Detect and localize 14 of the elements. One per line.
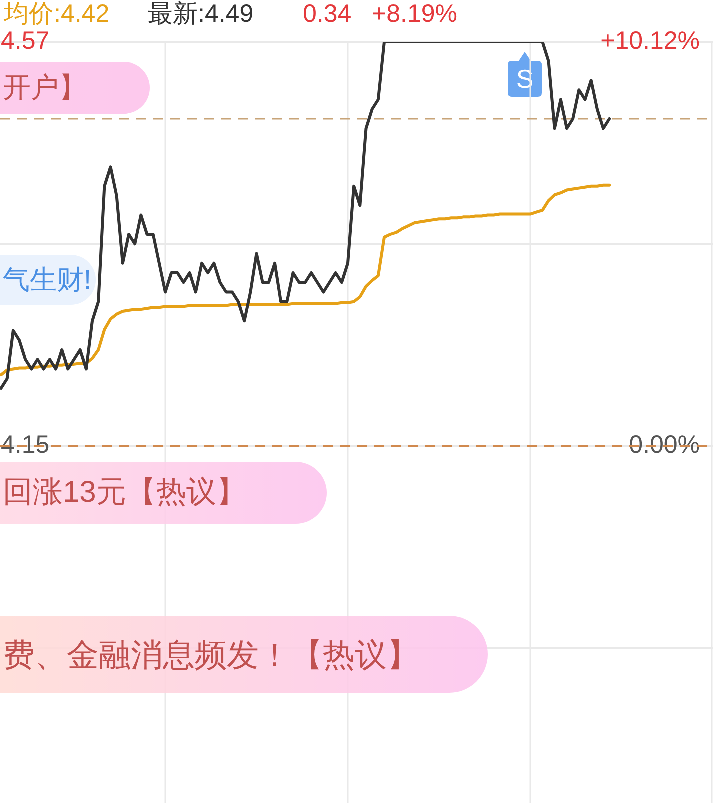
comment-bubble: 费、金融消息频发！【热议】 [0,616,488,693]
comment-bubble: 回涨13元【热议】 [0,462,327,524]
text: +8.19% [372,0,458,28]
annotation: 回涨13元【热议】 [3,476,246,509]
y2-tick-label: +10.12% [600,26,700,55]
y-tick-label: 4.57 [1,26,50,55]
comment-bubble: 开户】 [0,62,150,114]
text: 最新:4.49 [148,0,254,28]
annotation: 费、金融消息频发！【热议】 [3,636,419,672]
annotation: 开户】 [3,72,87,103]
text: 0.34 [303,0,352,28]
comment-bubble: 气生财! [0,255,96,305]
text: 均价:4.42 [4,0,110,28]
annotation: 气生财! [3,264,92,294]
